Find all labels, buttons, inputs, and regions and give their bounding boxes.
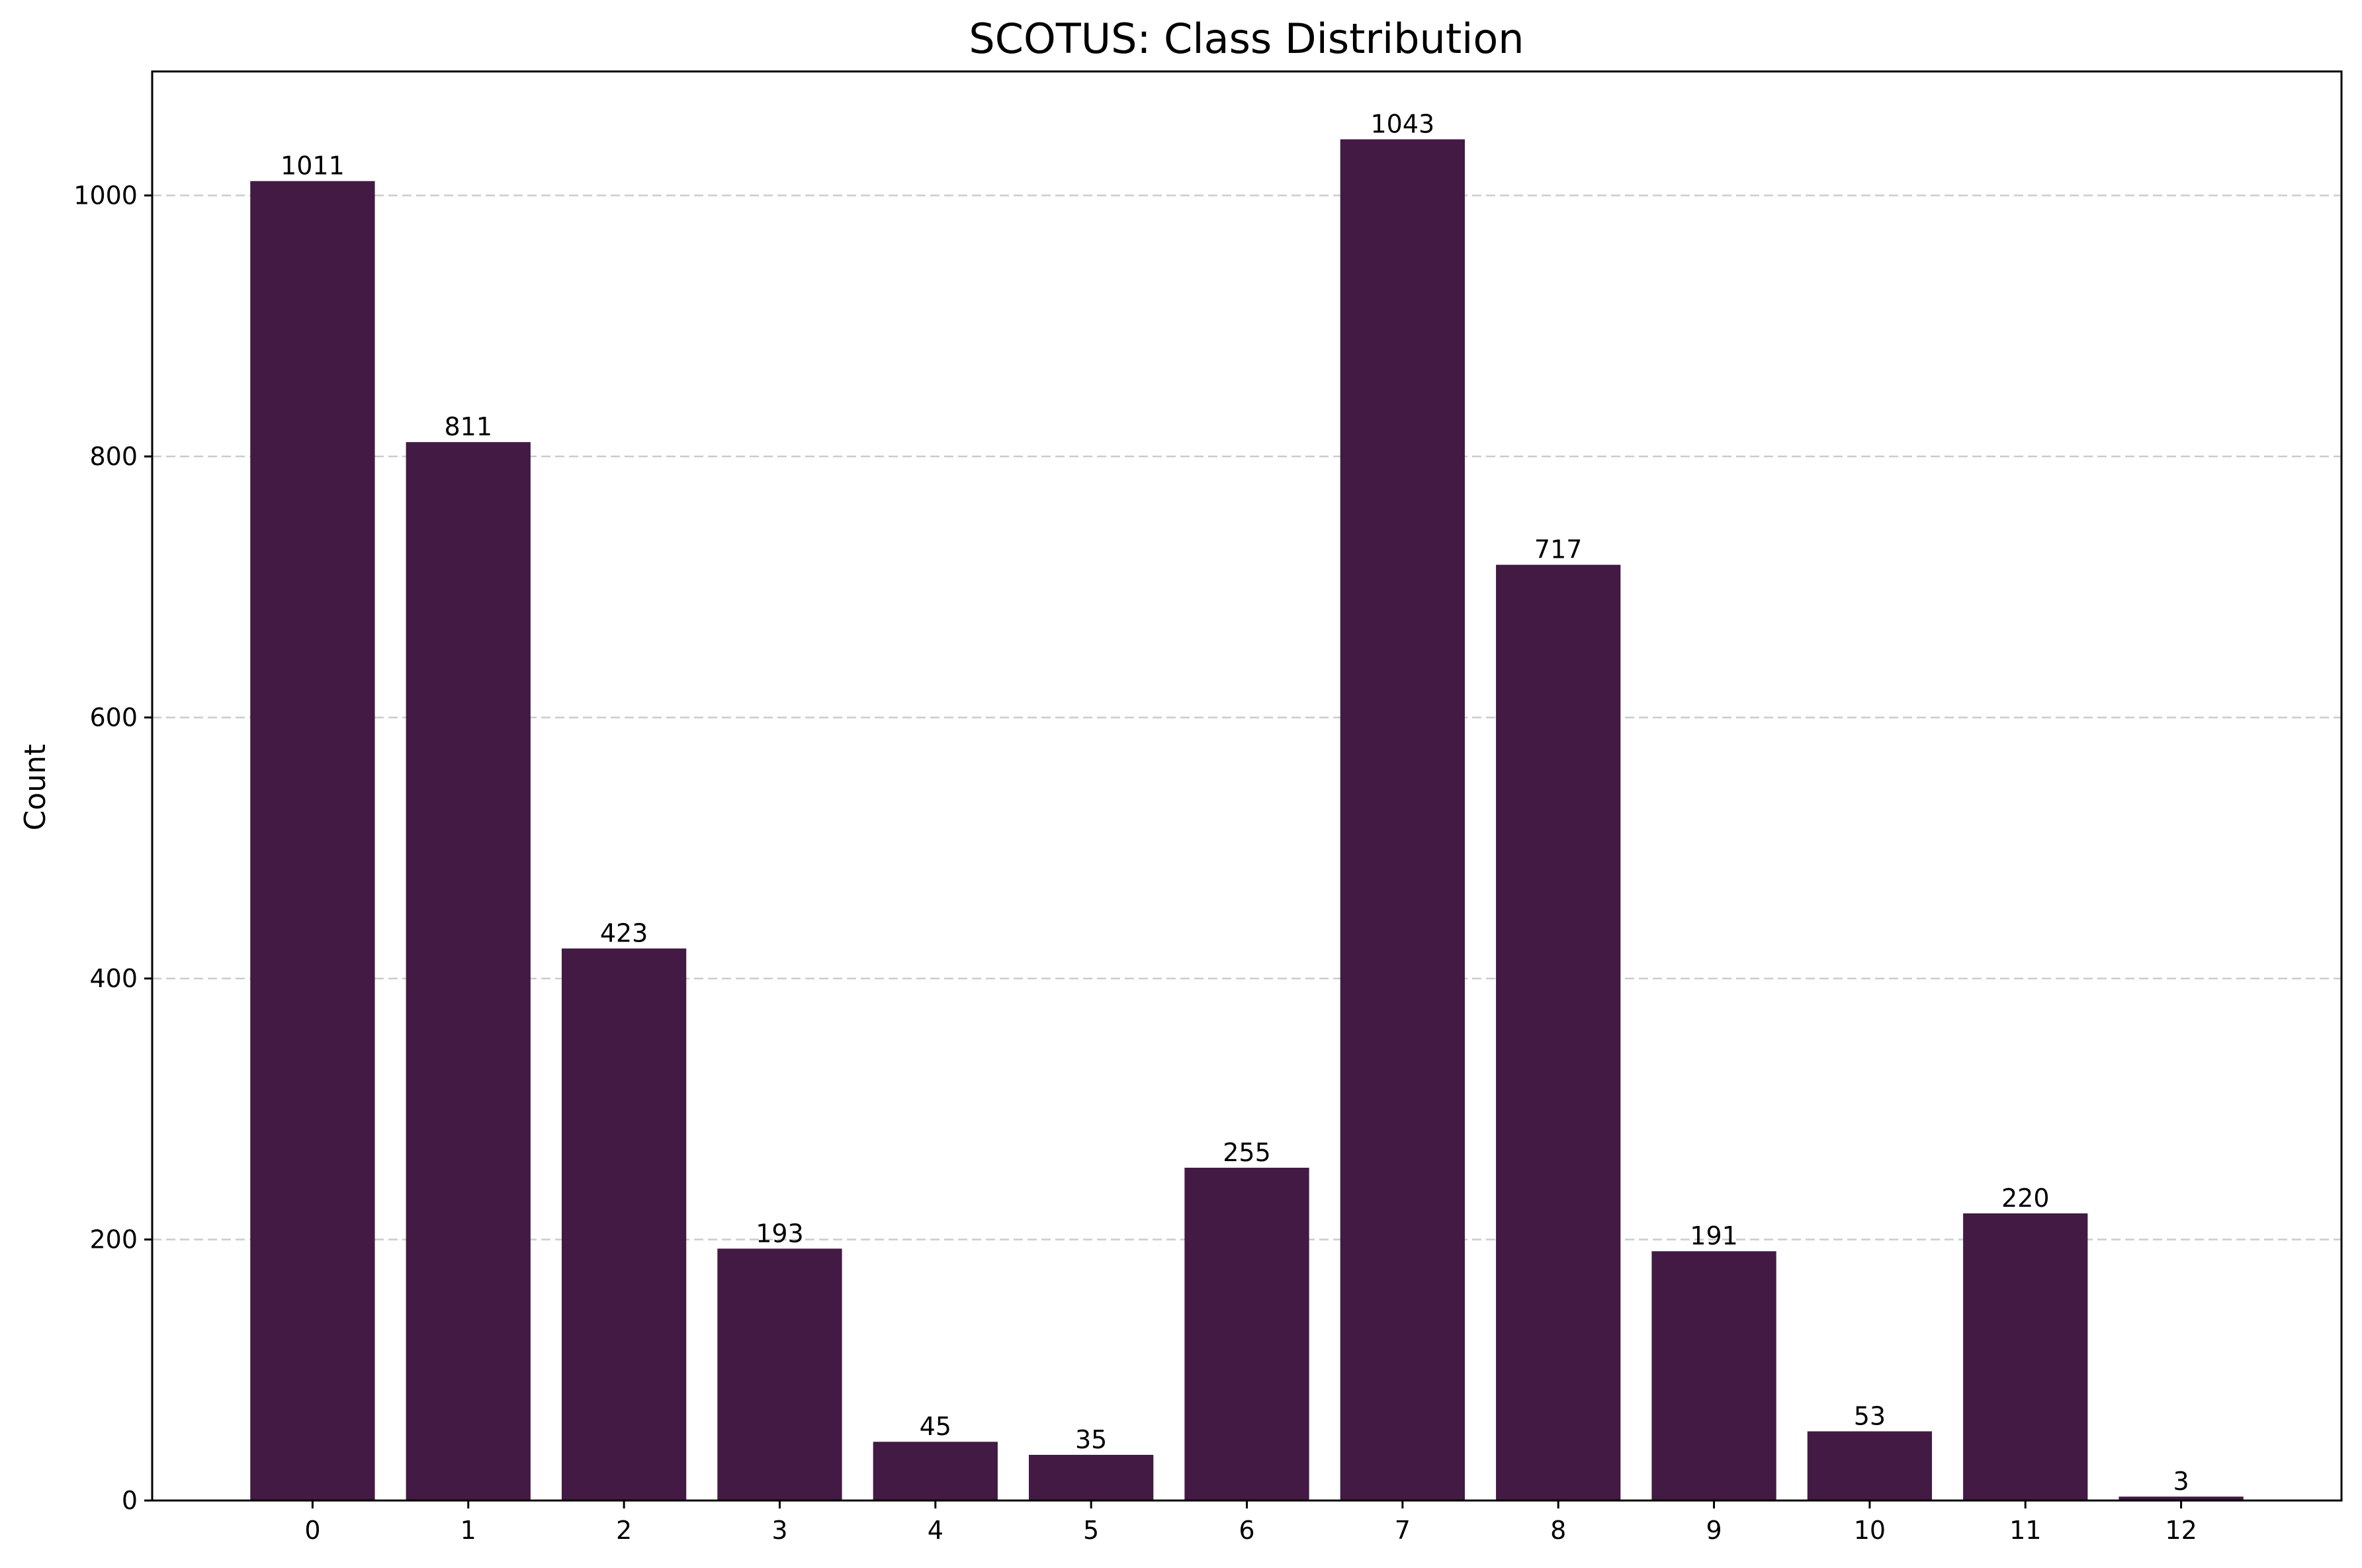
bar-3	[717, 1248, 842, 1501]
x-tick-label: 8	[1550, 1516, 1566, 1545]
x-tick-label: 5	[1083, 1516, 1099, 1545]
x-tick-label: 9	[1706, 1516, 1722, 1545]
y-tick-label: 200	[89, 1225, 138, 1254]
x-tick-label: 3	[771, 1516, 787, 1545]
bar-9	[1651, 1251, 1776, 1501]
y-tick-label: 600	[89, 703, 138, 732]
x-tick-label: 0	[304, 1516, 320, 1545]
chart-title: SCOTUS: Class Distribution	[969, 15, 1524, 63]
bar-10	[1807, 1431, 1933, 1501]
x-tick-label: 7	[1395, 1516, 1411, 1545]
data-label-10: 53	[1854, 1401, 1886, 1430]
y-tick-label: 0	[122, 1486, 138, 1515]
bar-11	[1963, 1213, 2088, 1501]
x-tick-label: 2	[616, 1516, 632, 1545]
data-label-5: 35	[1075, 1425, 1107, 1454]
data-label-1: 811	[444, 412, 492, 441]
bar-8	[1496, 564, 1621, 1501]
y-axis-label: Count	[19, 744, 52, 831]
bar-5	[1029, 1454, 1154, 1501]
x-tick-label: 1	[460, 1516, 476, 1545]
x-tick-label: 4	[928, 1516, 943, 1545]
bar-4	[873, 1442, 998, 1501]
data-label-2: 423	[600, 919, 648, 948]
data-label-7: 1043	[1370, 110, 1434, 139]
data-label-6: 255	[1223, 1138, 1271, 1167]
bar-12	[2119, 1497, 2244, 1501]
data-label-12: 3	[2173, 1467, 2189, 1496]
y-tick-label: 800	[89, 442, 138, 471]
bar-0	[250, 181, 375, 1501]
x-tick-label: 11	[2009, 1516, 2041, 1545]
data-label-4: 45	[920, 1412, 951, 1441]
x-tick-label: 6	[1239, 1516, 1254, 1545]
bar-2	[561, 948, 687, 1501]
y-axis-ticks: 0 200 400 600 800 1000	[73, 181, 152, 1515]
x-axis-ticks: 0 1 2 3 4 5 6 7 8 9 10 11 12	[304, 1501, 2197, 1545]
y-tick-label: 1000	[73, 181, 138, 210]
x-tick-label: 10	[1854, 1516, 1886, 1545]
data-label-11: 220	[2001, 1184, 2050, 1213]
x-tick-label: 12	[2165, 1516, 2197, 1545]
bar-1	[406, 442, 531, 1501]
y-tick-label: 400	[89, 964, 138, 993]
data-label-3: 193	[756, 1219, 804, 1248]
bar-6	[1184, 1167, 1309, 1501]
bars	[250, 139, 2244, 1501]
data-labels: 1011 811 423 193 45 35 255 1043 717 191 53 220 3	[281, 110, 2189, 1497]
data-label-8: 717	[1534, 535, 1583, 564]
data-label-0: 1011	[281, 152, 345, 181]
bar-7	[1340, 139, 1465, 1501]
data-label-9: 191	[1690, 1221, 1738, 1250]
